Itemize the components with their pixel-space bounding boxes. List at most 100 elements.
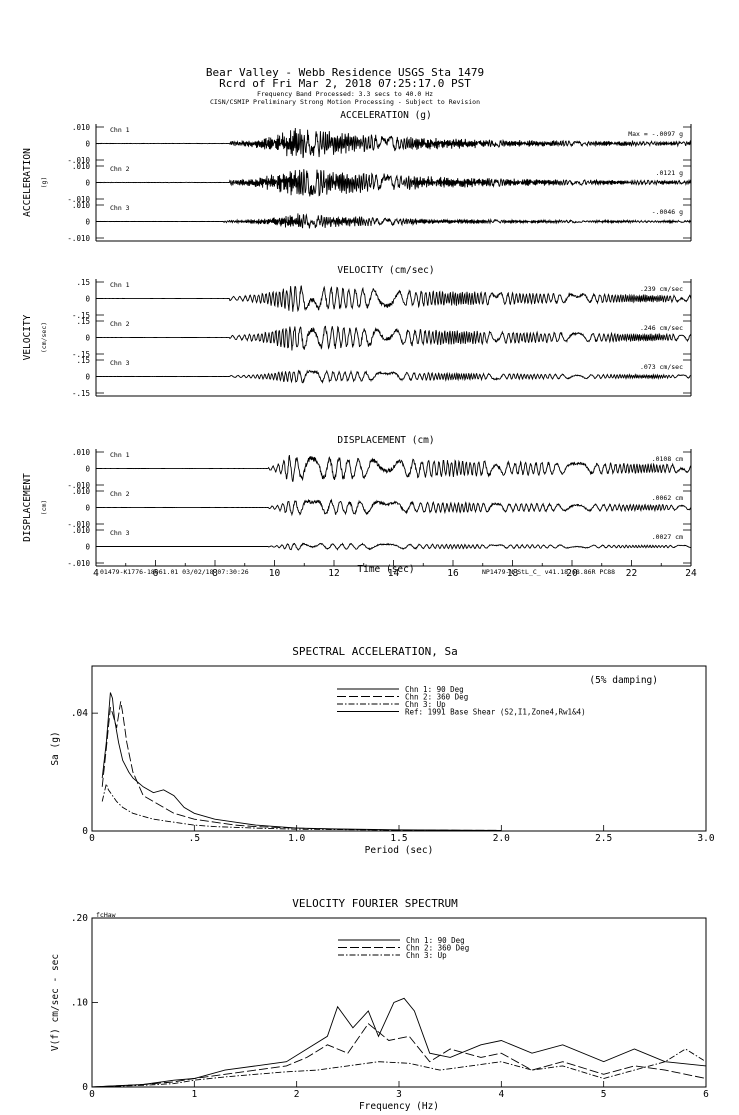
x-tick-label: 0 (89, 833, 95, 844)
y-tick-label-zero: 0 (85, 373, 90, 382)
channel-trace-group: .15 0 -.15 Chn 2 .246 cm/sec (72, 317, 692, 359)
x-axis-label: Period (sec) (365, 845, 434, 856)
y-tick-label-top: .010 (72, 201, 91, 210)
panel-title: ACCELERATION (g) (340, 110, 432, 121)
time-axis-tick-label: 6 (153, 568, 159, 579)
x-tick-label: 2.5 (595, 833, 612, 844)
channel-trace-group: .010 0 -.010 Chn 2 .0121 g (67, 162, 692, 204)
spectral-acceleration-chart: 0 .5 1.0 1.5 2.0 2.5 3.0 0 .04 Period (sec) Sa (g)… (50, 665, 715, 856)
channel-peak-label: Max = -.0097 g (628, 130, 683, 138)
time-axis-tick-label: 10 (269, 568, 281, 579)
panel-side-unit: (cm/sec) (40, 322, 48, 353)
time-axis: 4 6 8 10 12 14 16 18 20 22 24 (93, 560, 697, 579)
panel-title: VELOCITY (cm/sec) (337, 265, 434, 276)
x-tick-label: 2.0 (493, 833, 510, 844)
y-tick-label-zero: 0 (85, 334, 90, 343)
time-axis-tick-label: 4 (93, 568, 99, 579)
y-tick-label: .20 (71, 913, 88, 924)
channel-name: Chn 3 (110, 529, 130, 537)
series-line-3 (101, 782, 502, 832)
processing-version-footer: NP1479-N StL_C_ v41.18.68.86R PC88 (482, 568, 615, 576)
y-tick-label-zero: 0 (85, 504, 90, 513)
y-tick-label-bottom: -.15 (72, 350, 90, 359)
channel-name: Chn 1 (110, 451, 130, 459)
y-tick-label: 0 (82, 1082, 88, 1093)
channel-name: Chn 2 (110, 165, 130, 173)
y-tick-label: .10 (71, 998, 88, 1009)
y-tick-label-top: .010 (72, 526, 91, 535)
y-tick-label-bottom: -.15 (72, 389, 90, 398)
time-axis-tick-label: 8 (212, 568, 218, 579)
y-tick-label-top: .15 (76, 317, 90, 326)
y-tick-label-bottom: -.010 (67, 195, 90, 204)
y-tick-label-bottom: -.010 (67, 481, 90, 490)
panel-side-label: VELOCITY (22, 314, 33, 360)
channel-peak-label: .0062 cm (652, 494, 683, 502)
y-tick-label-bottom: -.010 (67, 156, 90, 165)
x-tick-label: 3.0 (697, 833, 714, 844)
series-line-1 (101, 692, 502, 831)
y-tick-label-top: .010 (72, 448, 91, 457)
y-tick-label-top: .15 (76, 278, 90, 287)
x-tick-label: 1.0 (288, 833, 305, 844)
velocity-fourier-spectrum-chart: 0 1 2 3 4 5 6 0 .10 .20 Frequency (Hz) V(f) cm/sec … (50, 911, 709, 1112)
record-id-footer: 01479-K1776-18061.01 03/02/18 07:30:26 (100, 568, 249, 576)
panel-side-unit: (g) (40, 177, 48, 189)
channel-peak-label: .0027 cm (652, 533, 683, 541)
time-axis-tick-label: 22 (626, 568, 637, 579)
time-axis-tick-label: 16 (447, 568, 459, 579)
x-tick-label: 6 (703, 1089, 709, 1100)
channel-trace-group: .010 0 -.010 Chn 2 .0062 cm (67, 487, 692, 529)
panel-side-unit: (cm) (40, 500, 48, 516)
x-tick-label: 0 (89, 1089, 95, 1100)
channel-trace-group: .010 0 -.010 Chn 1 Max = -.0097 g (67, 123, 692, 165)
series-line-1 (91, 997, 707, 1088)
y-tick-label-bottom: -.010 (67, 520, 90, 529)
channel-waveform (96, 454, 692, 482)
channel-waveform (96, 325, 692, 351)
channel-name: Chn 3 (110, 359, 130, 367)
y-tick-label-top: .15 (76, 356, 90, 365)
legend-entry: Chn 1: 90 Deg (405, 685, 464, 694)
panel-velocity: VELOCITY (cm/sec) VELOCITY (cm/sec) .15 0 -.1… (22, 265, 692, 398)
channel-waveform (96, 127, 692, 159)
corner-label: fcHaw (96, 911, 116, 919)
x-tick-label: 4 (498, 1089, 504, 1100)
legend-entry: Chn 1: 90 Deg (406, 936, 465, 945)
y-tick-label: .04 (71, 708, 88, 719)
x-tick-label: 3 (396, 1089, 402, 1100)
y-axis-label: V(f) cm/sec - sec (50, 954, 61, 1051)
channel-peak-label: -.0046 g (652, 208, 683, 216)
time-axis-tick-label: 18 (507, 568, 519, 579)
x-tick-label: 2 (294, 1089, 300, 1100)
y-tick-label-bottom: -.010 (67, 234, 90, 243)
channel-peak-label: .239 cm/sec (640, 285, 683, 293)
y-tick-label-zero: 0 (85, 543, 90, 552)
channel-trace-group: .010 0 -.010 Chn 3 .0027 cm (67, 526, 692, 568)
channel-waveform (96, 213, 692, 229)
y-tick-label-zero: 0 (85, 218, 90, 227)
fourier-chart-title: VELOCITY FOURIER SPECTRUM (292, 897, 458, 910)
plot-frame (91, 917, 707, 1088)
legend-entry: Chn 3: Up (405, 700, 446, 709)
channel-trace-group: .15 0 -.15 Chn 3 .073 cm/sec (72, 356, 692, 398)
y-tick-label: 0 (82, 826, 88, 837)
time-axis-tick-label: 14 (388, 568, 400, 579)
y-axis-label: Sa (g) (50, 731, 61, 765)
panel-title: DISPLACEMENT (cm) (337, 435, 434, 446)
y-tick-label-top: .010 (72, 487, 91, 496)
y-tick-label-top: .010 (72, 123, 91, 132)
series-line-2 (91, 1022, 707, 1088)
series-line-2 (101, 701, 502, 831)
y-tick-label-zero: 0 (85, 179, 90, 188)
channel-trace-group: .15 0 -.15 Chn 1 .239 cm/sec (72, 278, 692, 320)
channel-waveform (96, 542, 692, 551)
channel-peak-label: .073 cm/sec (640, 363, 683, 371)
channel-name: Chn 2 (110, 320, 130, 328)
panel-side-label: DISPLACEMENT (22, 473, 33, 542)
time-axis-label: Time (sec) (357, 564, 414, 575)
plot-frame (91, 665, 707, 832)
y-tick-label-bottom: -.010 (67, 559, 90, 568)
channel-waveform (95, 369, 692, 384)
x-tick-label: .5 (189, 833, 200, 844)
